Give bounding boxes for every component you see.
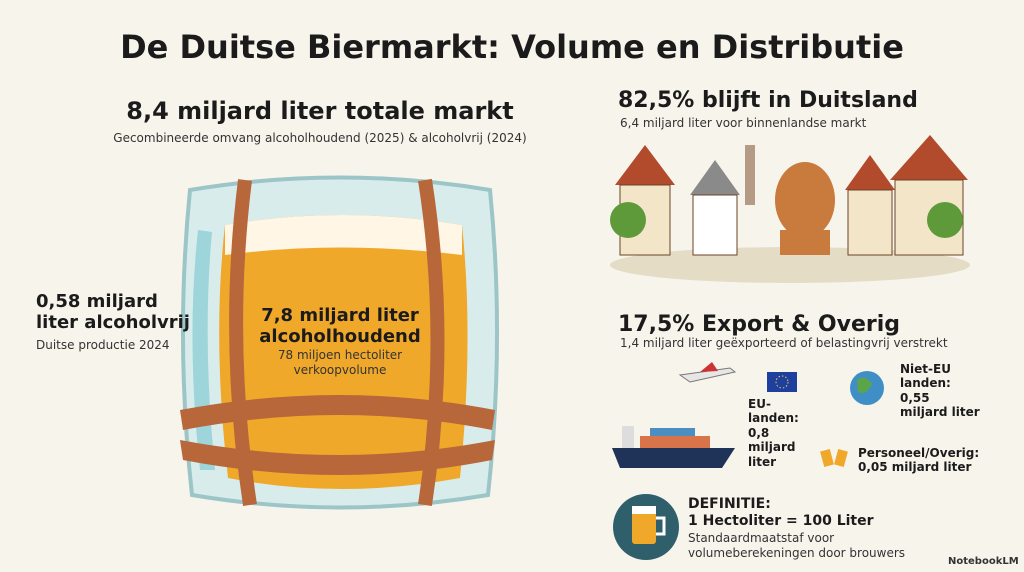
export-heading: 17,5% Export & Overig	[618, 312, 901, 337]
airplane-icon	[678, 362, 737, 383]
domestic-heading: 82,5% blijft in Duitsland	[618, 88, 918, 113]
total-subtitle: Gecombineerde omvang alcoholhoudend (202…	[113, 131, 527, 145]
beer-barrel	[180, 175, 500, 510]
eu-flag-icon	[767, 372, 797, 392]
domestic-subtitle: 6,4 miljard liter voor binnenlandse mark…	[620, 116, 867, 130]
export-item: EU-landen: 0,8 miljard liter	[748, 397, 799, 469]
total-heading: 8,4 miljard liter totale markt	[126, 97, 514, 125]
title: De Duitse Biermarkt: Volume en Distribut…	[120, 28, 904, 66]
alcoholfree-heading: 0,58 miljard liter alcoholvrij	[36, 291, 190, 333]
ship-icon	[612, 426, 735, 468]
alcoholfree-subtitle: Duitse productie 2024	[36, 338, 170, 352]
definition-label: DEFINITIE:	[688, 496, 771, 512]
definition-formula: 1 Hectoliter = 100 Liter	[688, 513, 874, 529]
export-subtitle: 1,4 miljard liter geëxporteerd of belast…	[620, 336, 948, 350]
brand: NotebookLM	[948, 556, 1019, 567]
export-item: Personeel/Overig: 0,05 miljard liter	[858, 446, 980, 475]
town-illustration	[610, 135, 970, 283]
alcoholic-heading: 7,8 miljard liter alcoholhoudend	[259, 305, 421, 347]
definition-text: Standaardmaatstaf voor volumeberekeninge…	[688, 531, 906, 560]
globe-icon	[850, 371, 884, 405]
export-item: Niet-EU landen: 0,55 miljard liter	[900, 362, 980, 420]
beer-mug-icon	[613, 494, 679, 560]
alcoholic-subtitle: 78 miljoen hectoliter verkoopvolume	[277, 348, 403, 377]
cheers-icon	[820, 448, 848, 468]
